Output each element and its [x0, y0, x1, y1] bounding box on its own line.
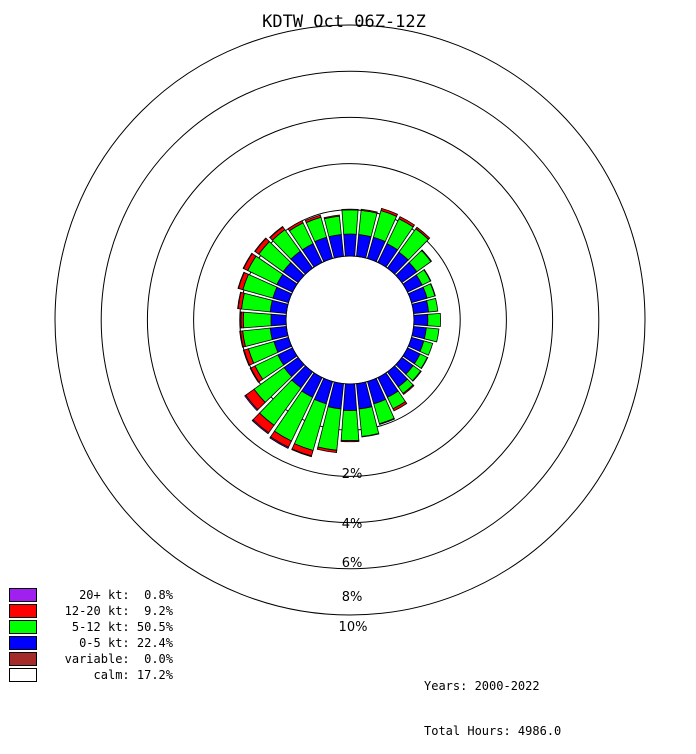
bar-170-12-20-kt	[361, 433, 380, 438]
bar-190-12-20-kt	[316, 446, 338, 454]
bar-180-5-12-kt	[340, 409, 360, 441]
bar-240-20-kt	[249, 367, 260, 383]
legend: 20+ kt: 0.8% 12-20 kt: 9.2% 5-12 kt: 50.…	[9, 588, 179, 684]
legend-label: variable: 0.0%	[64, 652, 173, 666]
gridline-ring-2	[193, 163, 507, 477]
wind-rose-chart: KDTW Oct 06Z-12Z 2%4%6%8%10%	[54, 12, 646, 635]
legend-swatch	[9, 588, 37, 602]
bar-40-12-20-kt	[415, 226, 431, 240]
gridline-ring-3	[146, 116, 554, 524]
gridline-ring-5	[54, 24, 646, 616]
bar-160-12-20-kt	[378, 417, 396, 425]
legend-swatch	[9, 620, 37, 634]
bar-10-12-20-kt	[360, 208, 378, 214]
bar-280-20-kt	[237, 291, 242, 310]
bar-200-20-kt	[291, 448, 312, 458]
radial-tick-label: 6%	[342, 556, 363, 571]
bar-340-12-20-kt	[304, 214, 322, 224]
bar-120-12-20-kt	[420, 356, 429, 370]
legend-label: 12-20 kt: 9.2%	[64, 604, 173, 618]
direction-bars	[237, 207, 441, 458]
bar-140-12-20-kt	[402, 384, 415, 395]
bar-260-0-5-kt	[269, 326, 289, 341]
bar-110-5-12-kt	[419, 340, 434, 356]
chart-footer: Years: 2000-2022 Total Hours: 4986.0	[424, 649, 561, 754]
years-text: Years: 2000-2022	[424, 679, 540, 693]
bar-80-5-12-kt	[426, 297, 439, 313]
legend-label: 20+ kt: 0.8%	[79, 588, 173, 602]
bar-0-12-20-kt	[341, 208, 359, 211]
radial-tick-label: 4%	[342, 517, 363, 532]
legend-item-5-12: 5-12 kt: 50.5%	[9, 620, 179, 636]
bar-290-20-kt	[237, 271, 245, 289]
bar-210-20-kt	[269, 436, 289, 449]
bar-280-0-5-kt	[269, 299, 289, 314]
legend-item-0-5: 0-5 kt: 22.4%	[9, 636, 179, 652]
bar-180-0-5-kt	[342, 383, 358, 411]
bar-270-20-kt	[240, 311, 242, 329]
legend-item-calm: calm: 17.2%	[9, 668, 179, 684]
bar-350-12-20-kt	[323, 214, 340, 220]
bar-310-20-kt	[254, 237, 267, 253]
legend-label: calm: 17.2%	[93, 668, 173, 682]
bar-130-12-20-kt	[411, 370, 422, 382]
bar-100-0-5-kt	[411, 326, 427, 340]
bar-300-20-kt	[242, 252, 253, 270]
legend-label: 5-12 kt: 50.5%	[71, 620, 173, 634]
bar-70-12-20-kt	[429, 283, 436, 297]
legend-swatch	[9, 652, 37, 666]
bar-330-12-20-kt	[287, 220, 304, 232]
gridline-ring-4	[100, 70, 600, 570]
legend-label: 0-5 kt: 22.4%	[79, 636, 173, 650]
bar-270-0-5-kt	[270, 313, 287, 327]
bar-260-20-kt	[239, 330, 244, 348]
legend-item-12-20: 12-20 kt: 9.2%	[9, 604, 179, 620]
hub-circle	[285, 255, 415, 385]
bar-90-0-5-kt	[413, 313, 429, 327]
legend-item-20plus: 20+ kt: 0.8%	[9, 588, 179, 604]
bar-90-5-12-kt	[427, 312, 441, 328]
legend-swatch	[9, 604, 37, 618]
bar-0-5-12-kt	[341, 209, 359, 235]
radial-tick-label: 8%	[342, 590, 363, 605]
bar-150-12-20-kt	[392, 401, 408, 412]
bar-230-20-kt	[244, 394, 259, 412]
bar-250-20-kt	[242, 349, 251, 366]
total-hours-text: Total Hours: 4986.0	[424, 724, 562, 738]
bar-50-12-20-kt	[420, 249, 433, 263]
bar-350-5-12-kt	[323, 215, 342, 238]
bar-20-12-20-kt	[380, 207, 399, 217]
bar-30-12-20-kt	[398, 216, 416, 228]
legend-item-variable: variable: 0.0%	[9, 652, 179, 668]
bar-0-0-5-kt	[343, 233, 357, 257]
bar-80-0-5-kt	[411, 300, 430, 314]
legend-swatch	[9, 668, 37, 682]
legend-swatch	[9, 636, 37, 650]
bar-180-12-20-kt	[340, 439, 360, 443]
bar-220-20-kt	[251, 419, 270, 435]
bar-270-5-12-kt	[242, 311, 272, 329]
radial-tick-label: 10%	[339, 620, 368, 635]
bar-320-20-kt	[269, 225, 284, 239]
radial-tick-labels: 2% 4% 6% 8% 10%	[339, 467, 368, 635]
bar-60-12-20-kt	[423, 268, 432, 282]
bar-100-5-12-kt	[423, 327, 440, 343]
radial-tick-label: 2%	[342, 467, 363, 482]
